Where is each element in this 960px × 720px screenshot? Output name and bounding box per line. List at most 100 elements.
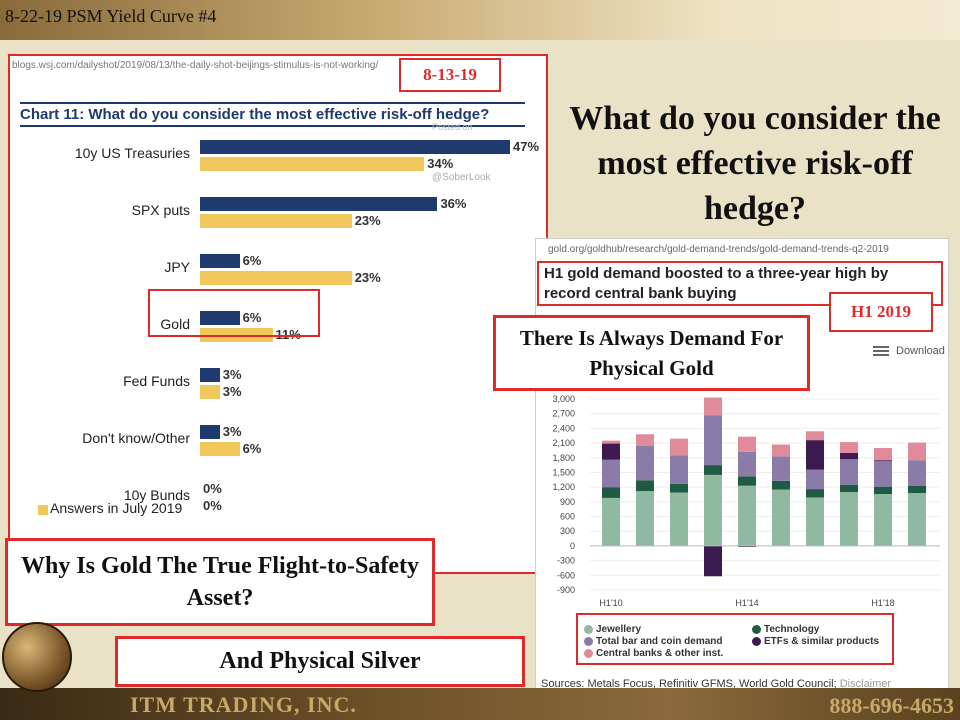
data-label: 23% [354,270,381,285]
data-label: 6% [242,310,262,325]
y-tick-label: -300 [557,556,575,566]
stacked-segment [636,480,654,492]
stacked-segment [738,476,756,486]
legend-jewellery-label: Jewellery [596,624,642,635]
x-tick-label: H1'18 [871,598,894,608]
stacked-segment [772,480,790,490]
menu-icon[interactable] [873,346,889,356]
globe-logo [2,622,72,692]
legend-etf: ETFs & similar products [752,636,879,647]
legend-bar-coin-label: Total bar and coin demand [596,636,723,647]
survey-chart-title: Chart 11: What do you consider the most … [20,102,525,127]
data-label: 3% [222,367,242,382]
gold-highlight-box [148,289,320,337]
stacked-segment [874,447,892,461]
stacked-segment [704,474,722,546]
silver-callout: And Physical Silver [115,636,525,687]
bar-navy [200,140,510,154]
stacked-segment [602,487,620,498]
y-tick-label: 300 [560,526,575,536]
legend-technology: Technology [752,624,820,635]
sources-line: Sources: Metals Focus, Refinitiv GFMS, W… [541,678,891,690]
category-label: 10y Bunds [123,487,190,503]
stacked-segment [840,452,858,460]
etf-swatch [752,637,761,646]
legend-technology-label: Technology [764,624,820,635]
download-button[interactable]: Download [896,345,945,357]
y-tick-label: 0 [570,541,575,551]
data-label: 0% [203,481,222,496]
y-tick-label: 1,800 [552,453,575,463]
data-label: 11% [275,327,301,342]
footer-bar [0,688,960,720]
stacked-segment [840,492,858,546]
stacked-segment [840,459,858,485]
data-label: 3% [222,424,242,439]
category-label: SPX puts [131,202,190,218]
category-label: JPY [164,259,190,275]
stacked-segment [738,485,756,546]
bar-navy [200,368,220,382]
stacked-segment [636,446,654,481]
bar-gold [200,442,240,456]
stacked-segment [840,484,858,493]
data-label: 47% [513,139,540,154]
date-badge: 8-13-19 [399,58,501,92]
stacked-segment [636,434,654,447]
central-banks-swatch [584,649,593,658]
y-tick-label: 900 [560,497,575,507]
stacked-segment [738,436,756,452]
y-tick-label: 600 [560,512,575,522]
legend-central-banks: Central banks & other inst. [584,648,723,659]
stacked-segment [670,483,688,493]
y-tick-label: 1,500 [552,467,575,477]
stacked-segment [738,451,756,477]
stacked-segment [806,431,824,441]
jewellery-swatch [584,625,593,634]
goldhub-url[interactable]: gold.org/goldhub/research/gold-demand-tr… [548,244,889,255]
y-tick-label: 3,000 [552,394,575,404]
sources-text: Sources: Metals Focus, Refinitiv GFMS, W… [541,678,837,690]
bar-gold [200,157,425,171]
twitter-handle: @SoberLook [432,172,491,183]
gold-demand-chart: 3,000 2,700 2,400 2,100 1,800 1,500 1,200 900 60… [552,394,940,608]
stacked-segment [704,545,722,577]
title-bar [0,0,960,40]
stacked-segment [602,459,620,488]
stacked-segment [772,444,790,457]
gold-demand-legend: Jewellery Total bar and coin demand Cent… [576,613,894,665]
stacked-segment [806,440,824,470]
stacked-segment [602,497,620,546]
data-label: 0% [203,498,222,513]
y-tick-label: 2,700 [552,409,575,419]
source-url[interactable]: blogs.wsj.com/dailyshot/2019/08/13/the-d… [12,60,379,71]
bar-navy [200,425,220,439]
disclaimer-link[interactable]: Disclaimer [839,678,892,690]
question-heading: What do you consider the most effective … [569,100,941,227]
bar-gold [200,214,352,228]
data-label: 23% [354,213,381,228]
bar-navy [200,311,240,325]
stacked-segment [874,494,892,546]
y-tick-label: 1,200 [552,482,575,492]
bar-coin-swatch [584,637,593,646]
stacked-segment [670,455,688,484]
survey-legend-label: Answers in July 2019 [50,500,183,516]
x-tick-label: H1'10 [599,598,622,608]
stacked-segment [908,442,926,461]
stacked-segment [772,489,790,546]
stacked-segment [704,465,722,475]
why-gold-callout: Why Is Gold The True Flight-to-Safety As… [5,538,435,626]
data-label: 6% [242,253,262,268]
stacked-segment [670,438,688,456]
stacked-segment [874,461,892,487]
data-label: 3% [222,384,242,399]
stacked-segment [908,485,926,494]
legend-swatch [38,505,48,515]
slide-title: 8-22-19 PSM Yield Curve #4 [5,6,217,26]
phone-number: 888-696-4653 [829,693,954,718]
data-label: 34% [427,156,454,171]
category-label: Gold [160,316,190,332]
y-tick-label: 2,400 [552,423,575,433]
bar-gold [200,385,220,399]
